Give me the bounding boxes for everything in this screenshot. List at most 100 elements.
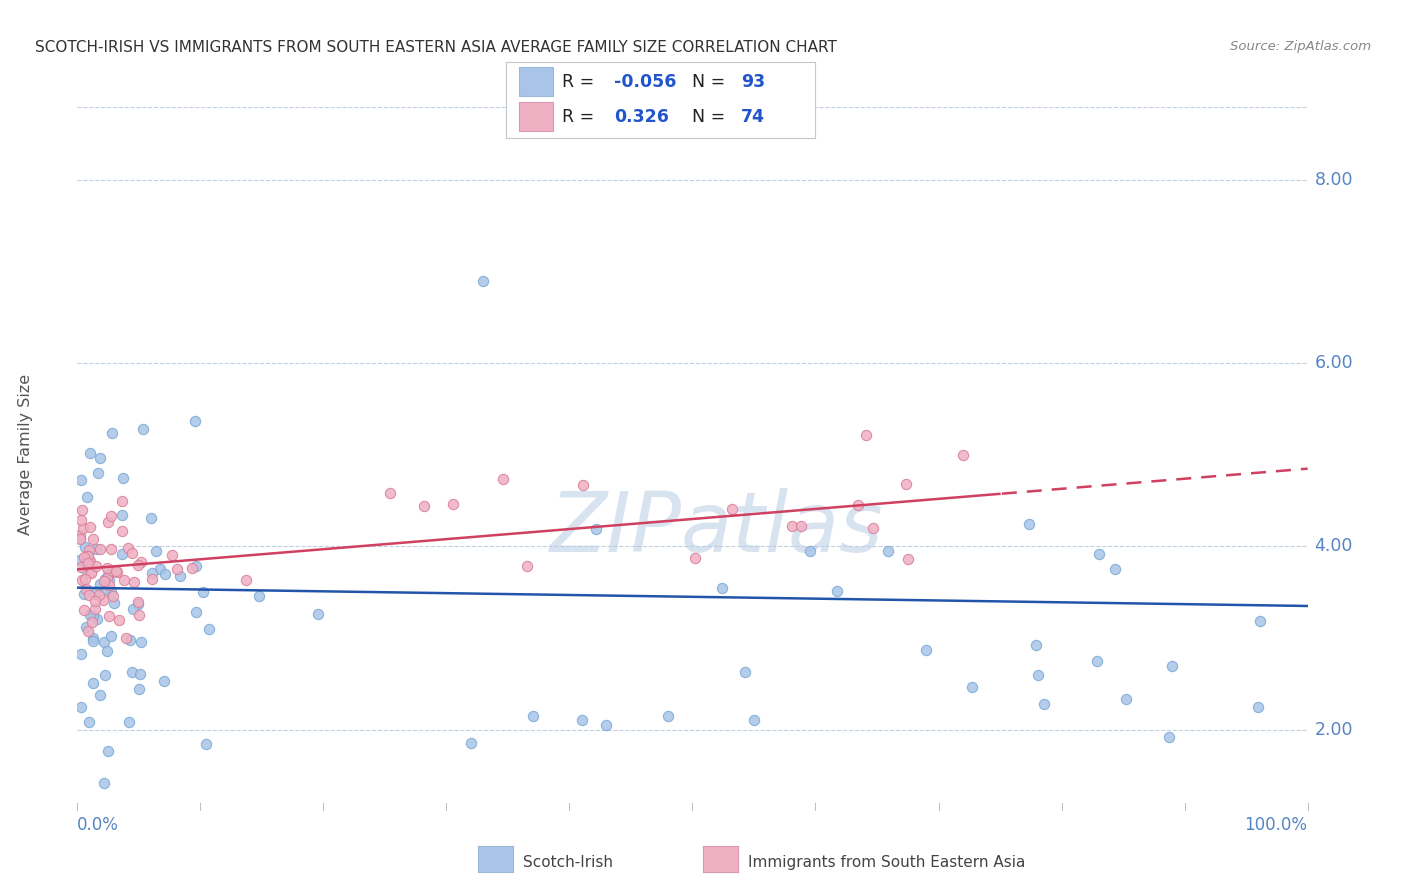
Point <box>100 426 122 441</box>
Point <box>101 589 124 603</box>
Point <box>111 547 134 561</box>
Point <box>1157 731 1180 745</box>
Point <box>69 513 91 527</box>
Point <box>595 718 617 732</box>
Point <box>118 714 141 729</box>
Text: 0.0%: 0.0% <box>77 816 120 834</box>
Point <box>896 476 918 491</box>
Point <box>97 578 120 592</box>
Point <box>799 544 821 558</box>
Point <box>79 566 101 580</box>
Point <box>77 714 100 729</box>
Text: Immigrants from South Eastern Asia: Immigrants from South Eastern Asia <box>748 855 1025 870</box>
Point <box>412 500 434 514</box>
Point <box>149 562 172 576</box>
Point <box>862 521 884 535</box>
Point <box>128 666 150 681</box>
Point <box>1104 562 1126 576</box>
Point <box>247 589 270 603</box>
Point <box>105 564 128 578</box>
Point <box>111 494 134 508</box>
Point <box>87 467 110 481</box>
Point <box>72 521 94 535</box>
Text: Source: ZipAtlas.com: Source: ZipAtlas.com <box>1230 40 1371 54</box>
Point <box>571 714 593 728</box>
Point <box>193 584 215 599</box>
Point <box>711 581 734 595</box>
Point <box>98 573 121 587</box>
Point <box>103 596 125 610</box>
Text: 4.00: 4.00 <box>1315 538 1353 556</box>
Point <box>108 613 131 627</box>
Point <box>89 588 111 602</box>
Point <box>657 708 679 723</box>
Point <box>720 502 742 516</box>
Point <box>82 532 104 546</box>
Point <box>97 608 120 623</box>
Bar <box>519 67 553 95</box>
Point <box>184 414 207 428</box>
Point <box>100 509 122 524</box>
Point <box>69 527 91 541</box>
Point <box>97 567 120 582</box>
Text: 93: 93 <box>741 73 765 91</box>
Point <box>132 422 155 436</box>
Point <box>1160 659 1182 673</box>
Point <box>70 647 93 661</box>
Point <box>915 643 938 657</box>
Point <box>82 608 104 623</box>
Point <box>70 700 93 714</box>
Point <box>1085 654 1108 668</box>
Point <box>84 541 107 556</box>
Point <box>96 560 118 574</box>
Point <box>105 565 128 579</box>
Point <box>79 553 101 567</box>
Point <box>522 708 544 723</box>
Text: -0.056: -0.056 <box>614 73 676 91</box>
Point <box>145 544 167 558</box>
Point <box>89 688 111 702</box>
Point <box>96 744 118 758</box>
Point <box>75 572 97 586</box>
Text: 8.00: 8.00 <box>1315 171 1353 189</box>
Point <box>70 559 93 574</box>
Point <box>79 446 101 460</box>
Point <box>1033 697 1056 711</box>
Point <box>117 541 139 556</box>
Point <box>75 582 97 596</box>
Point <box>129 635 152 649</box>
Point <box>75 620 97 634</box>
Text: N =: N = <box>692 108 725 126</box>
Point <box>84 593 107 607</box>
Point <box>77 624 100 639</box>
Point <box>70 503 93 517</box>
Point <box>100 541 122 556</box>
Point <box>789 519 811 533</box>
Point <box>73 587 96 601</box>
Point <box>94 668 117 682</box>
Point <box>69 553 91 567</box>
Point <box>129 555 152 569</box>
Point <box>93 635 115 649</box>
Point <box>77 543 100 558</box>
Point <box>153 674 176 689</box>
Point <box>1026 668 1049 682</box>
Text: R =: R = <box>562 108 595 126</box>
Point <box>685 550 707 565</box>
Point <box>69 531 91 545</box>
Point <box>1249 615 1271 629</box>
Point <box>100 630 122 644</box>
Point <box>121 665 143 680</box>
Point <box>141 566 163 580</box>
Point <box>120 633 142 648</box>
Point <box>72 603 94 617</box>
Point <box>960 680 983 694</box>
Point <box>1247 699 1270 714</box>
Point <box>491 472 513 486</box>
Point <box>235 573 257 587</box>
Point <box>1025 638 1047 652</box>
Point <box>139 510 162 524</box>
Text: 0.326: 0.326 <box>614 108 669 126</box>
Point <box>111 508 134 522</box>
Text: Average Family Size: Average Family Size <box>18 375 32 535</box>
